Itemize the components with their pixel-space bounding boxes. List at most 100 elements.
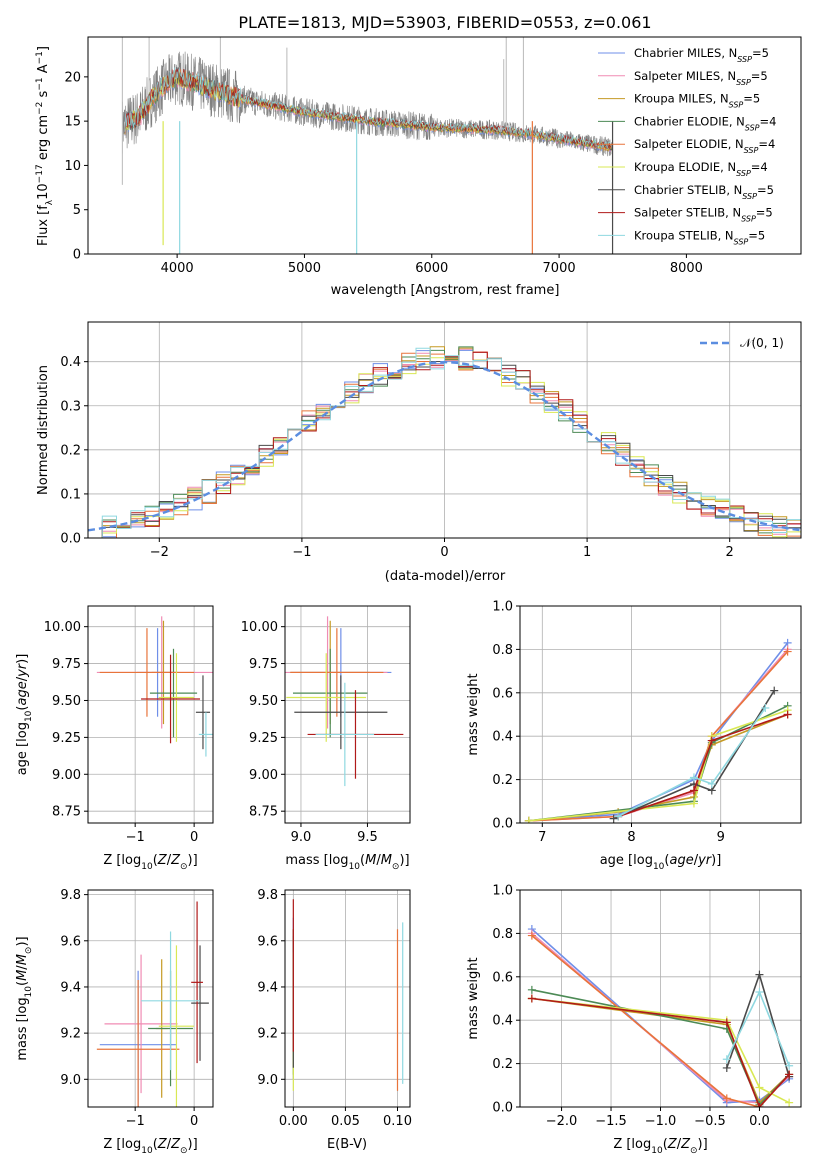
residuals-xtick-label-2: 0 [440,545,448,560]
weightage-line-7 [617,713,788,818]
massebv-ytick-label-3: 9.6 [257,934,278,949]
weightz-marker-4-0 [527,931,536,940]
weightage-marker-8-2 [707,779,716,788]
weightz-marker-8-0 [722,1055,731,1064]
spectrum-ytick-label-1: 5 [73,203,81,218]
weightz-line-8 [726,990,790,1067]
spectrum-xtick-label-1: 5000 [288,261,321,276]
massz-xtick-label-0: −1 [126,1114,145,1129]
clip-massz-group [96,901,209,1107]
clip-massebv-group [292,899,404,1091]
residuals-ytick-label-0: 0.0 [60,532,81,547]
weightz-xtick-label-0: −2.0 [546,1114,578,1129]
weightz-marker-8-1 [755,987,764,996]
spectrum-ytick-label-0: 0 [73,248,81,263]
weightage-marker-6-3 [770,686,779,695]
weightage-marker-8-0 [614,812,623,821]
agez-frame [87,605,214,824]
massebv-xtick-label-1: 0.05 [331,1114,360,1129]
spectrum-legend-label-2: Kroupa MILES, NSSP=5 [634,92,760,110]
massz-ytick-label-2: 9.4 [60,980,81,995]
residuals-ytick-label-3: 0.3 [60,399,81,414]
weightz-marker-5-2 [755,1083,764,1092]
agemass-ytick-label-3: 9.50 [249,694,278,709]
spectrum-ytick-label-4: 20 [64,70,81,85]
weightage-marker-5-0 [524,816,533,823]
residuals-ytick-label-2: 0.2 [60,443,81,458]
agez-ytick-label-0: 8.75 [52,805,81,820]
weightz-line-5 [531,997,790,1104]
weightz-ytick-label-0: 0.0 [492,1101,513,1116]
agez-ylabel: age [log10(age/yr)] [15,654,34,776]
residuals-xtick-label-0: −2 [150,545,169,560]
weightz-xtick-label-3: −0.5 [694,1114,726,1129]
agez-xtick-label-0: −1 [126,830,145,845]
agez-xtick-label-1: 0 [190,830,198,845]
spectrum-xtick-label-4: 8000 [670,261,703,276]
massz-ytick-label-4: 9.8 [60,888,81,903]
spectrum-legend-label-0: Chabrier MILES, NSSP=5 [634,46,769,64]
weightage-line-8 [617,707,766,818]
clip-res-group [88,346,801,538]
weightage-ytick-label-4: 0.8 [492,643,513,658]
spectrum-ytick-label-2: 10 [64,159,81,174]
weightage-ytick-label-3: 0.6 [492,686,513,701]
spectrum-ytick-label-3: 15 [64,115,81,130]
agez-ytick-label-5: 10.00 [44,620,81,635]
residuals-ylabel: Normed distribution [36,365,51,495]
spectrum-ylabel: Flux [fλ10−17 erg cm−2 s−1 A−1] [35,46,55,246]
weightz-ytick-label-2: 0.4 [492,1014,513,1029]
massebv-ytick-label-4: 9.8 [257,888,278,903]
weightage-marker-6-0 [609,814,618,823]
spectrum-legend-label-6: Chabrier STELIB, NSSP=5 [634,183,774,201]
weightage-marker-7-2 [707,736,716,745]
massz-xlabel: Z [log10(Z/Z⊙)] [103,1137,197,1156]
residuals-legend-label: 𝒩(0, 1) [740,336,784,350]
weightz-ylabel: mass weight [466,957,481,1039]
agemass-ytick-label-2: 9.25 [249,731,278,746]
agemass-ytick-label-0: 8.75 [249,805,278,820]
weightage-marker-8-1 [689,773,698,782]
weightz-line-7 [531,997,790,1107]
spectrum-legend-label-7: Salpeter STELIB, NSSP=5 [634,206,773,224]
spectrum-legend-label-8: Kroupa STELIB, NSSP=5 [634,228,765,246]
massebv-ytick-label-2: 9.4 [257,980,278,995]
weightz-xlabel: Z [log10(Z/Z⊙)] [613,1137,707,1156]
massz-xtick-label-1: 0 [190,1114,198,1129]
weightage-marker-5-1 [689,799,698,808]
weightz-line-6 [726,971,790,1077]
agemass-ytick-label-5: 10.00 [241,620,278,635]
weightage-xtick-label-2: 9 [717,830,725,845]
spectrum-model-8 [124,67,613,150]
residuals-ytick-label-1: 0.1 [60,487,81,502]
spectrum-model-0 [124,70,613,153]
weightz-marker-7-3 [785,1070,794,1079]
clip-agez-group [96,616,213,757]
weightage-marker-4-4 [783,647,792,656]
weightz-ytick-label-5: 1.0 [492,884,513,899]
massz-ytick-label-1: 9.2 [60,1027,81,1042]
figure-title: PLATE=1813, MJD=53903, FIBERID=0553, z=0… [238,13,651,32]
massebv-xtick-label-0: 0.00 [279,1114,308,1129]
weightage-ytick-label-5: 1.0 [492,600,513,615]
spectrum-xtick-label-2: 6000 [415,261,448,276]
agemass-frame [284,605,411,824]
weightz-marker-7-1 [722,1018,731,1027]
massz-ytick-label-3: 9.6 [60,934,81,949]
residuals-hist-8 [88,347,801,538]
agez-ytick-label-3: 9.50 [52,694,81,709]
residuals-xtick-label-3: 1 [583,545,591,560]
weightz-marker-5-3 [785,1098,794,1107]
residuals-ytick-label-4: 0.4 [60,355,81,370]
weightage-frame [519,605,802,824]
weightage-ytick-label-0: 0.0 [492,817,513,832]
agez-ytick-label-4: 9.75 [52,657,81,672]
weightage-xlabel: age [log10(age/yr)] [600,853,722,872]
agemass-ytick-label-1: 9.00 [249,768,278,783]
weightage-xtick-label-0: 7 [538,830,546,845]
spectrum-xtick-label-0: 4000 [161,261,194,276]
weightz-xtick-label-1: −1.5 [595,1114,627,1129]
spectrum-legend-label-1: Salpeter MILES, NSSP=5 [634,69,768,87]
